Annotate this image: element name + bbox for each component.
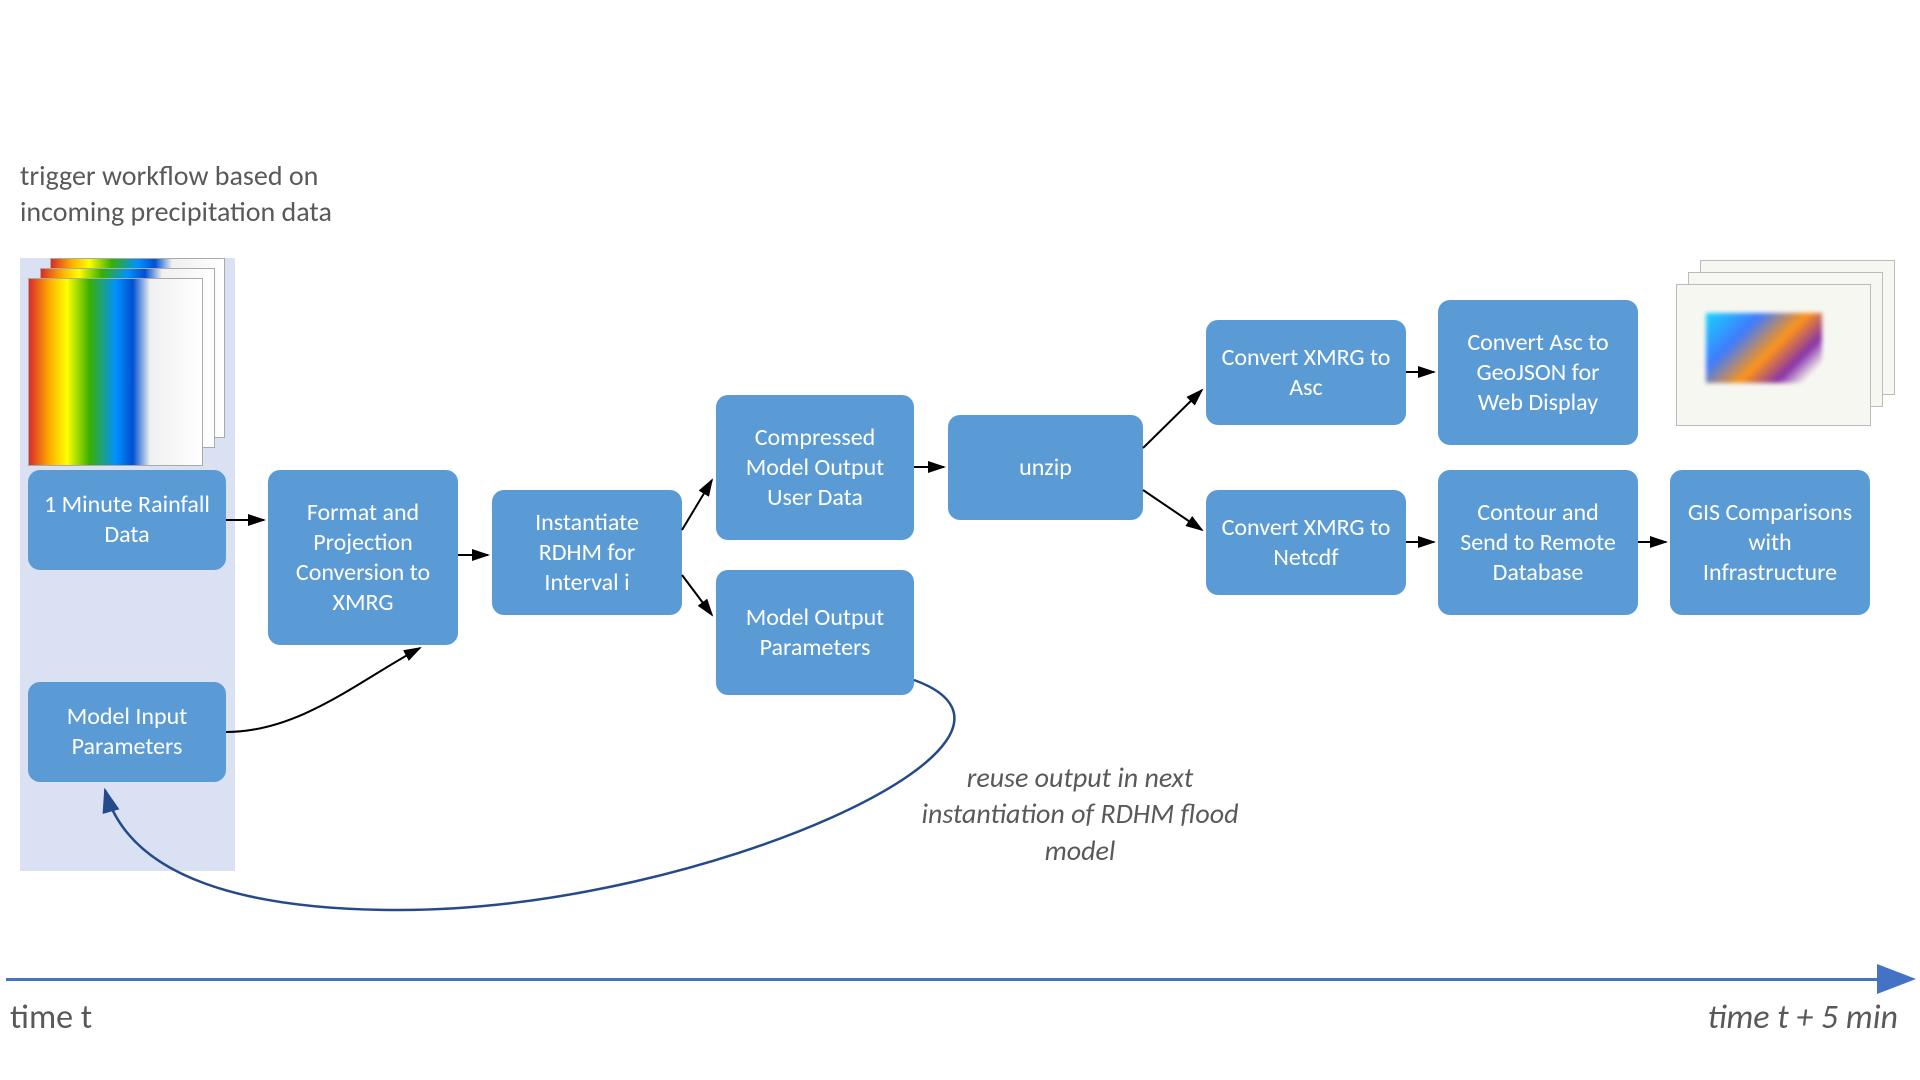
- node-contour-send: Contour and Send to Remote Database: [1438, 470, 1638, 615]
- feedback-label: reuse output in next instantiation of RD…: [830, 760, 1330, 869]
- node-output-parameters: Model Output Parameters: [716, 570, 914, 695]
- node-asc-to-geojson: Convert Asc to GeoJSON for Web Display: [1438, 300, 1638, 445]
- node-gis-comparisons: GIS Comparisons with Infrastructure: [1670, 470, 1870, 615]
- node-xmrg-to-asc: Convert XMRG to Asc: [1206, 320, 1406, 425]
- node-rainfall-data: 1 Minute Rainfall Data: [28, 470, 226, 570]
- node-unzip: unzip: [948, 415, 1143, 520]
- node-compressed-output: Compressed Model Output User Data: [716, 395, 914, 540]
- time-left-label: time t: [10, 996, 92, 1040]
- node-xmrg-to-netcdf: Convert XMRG to Netcdf: [1206, 490, 1406, 595]
- node-instantiate-rdhm: Instantiate RDHM for Interval i: [492, 490, 682, 615]
- time-right-label: time t + 5 min: [1707, 996, 1898, 1040]
- node-format-conversion: Format and Projection Conversion to XMRG: [268, 470, 458, 645]
- map-thumbnail: [1676, 284, 1871, 426]
- timeline-axis: [6, 978, 1906, 981]
- node-model-input-params: Model Input Parameters: [28, 682, 226, 782]
- header-label: trigger workflow based on incoming preci…: [20, 158, 332, 231]
- radar-image: [28, 278, 203, 466]
